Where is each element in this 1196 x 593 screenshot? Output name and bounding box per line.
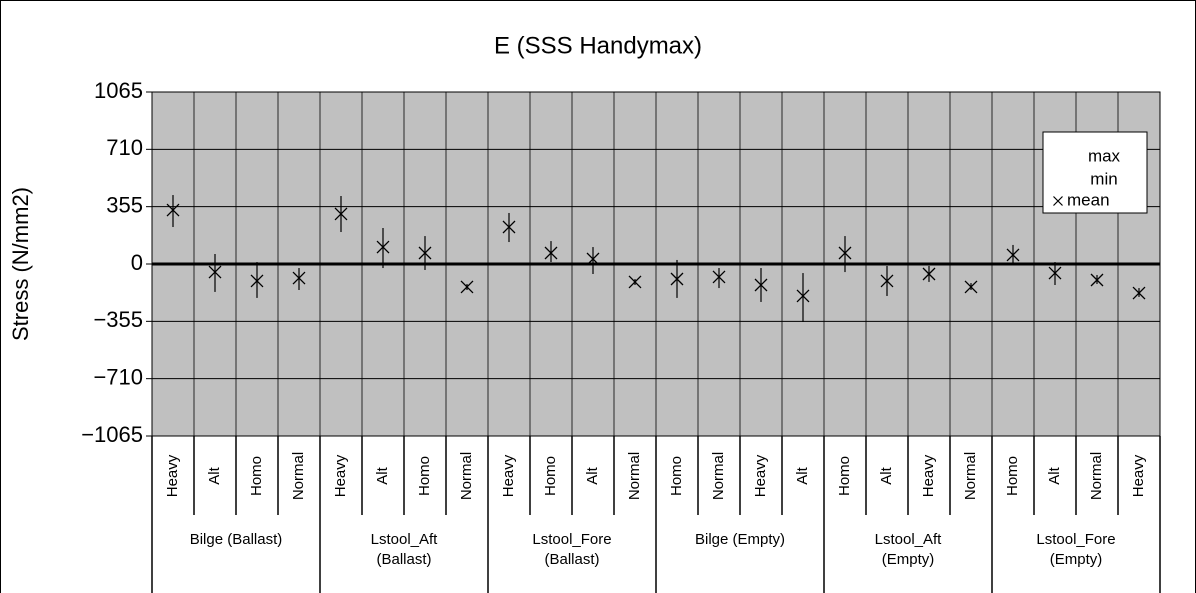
group-label: Lstool_Aft (Ballast)	[370, 531, 438, 568]
mean-marker	[586, 252, 600, 266]
mean-marker	[460, 280, 474, 294]
mean-marker	[964, 280, 978, 294]
x-tick-label: Normal	[458, 452, 475, 500]
x-tick-label: Alt	[1046, 466, 1063, 484]
mean-marker	[796, 289, 810, 303]
mean-marker	[754, 278, 768, 292]
x-tick-label: Alt	[206, 466, 223, 484]
mean-marker	[922, 267, 936, 281]
mean-marker	[418, 246, 432, 260]
group-label: Bilge (Empty)	[694, 531, 786, 548]
x-tick-label: Alt	[374, 466, 391, 484]
mean-marker	[712, 270, 726, 284]
group-label: Bilge (Ballast)	[189, 531, 283, 548]
x-tick-label: Normal	[710, 452, 727, 500]
mean-marker	[166, 203, 180, 217]
legend-label: max	[1088, 146, 1121, 165]
x-tick-label: Alt	[584, 466, 601, 484]
mean-marker	[292, 271, 306, 285]
x-tick-label: Heavy	[500, 454, 517, 497]
x-tick-label: Heavy	[920, 454, 937, 497]
mean-marker	[334, 207, 348, 221]
y-axis-label: Stress (N/mm2)	[8, 187, 33, 341]
x-tick-label: Heavy	[752, 454, 769, 497]
chart-title: E (SSS Handymax)	[494, 32, 702, 59]
x-tick-label: Homo	[248, 456, 265, 496]
mean-marker	[376, 240, 390, 254]
mean-marker	[1006, 248, 1020, 262]
mean-marker	[880, 274, 894, 288]
mean-marker	[1132, 286, 1146, 300]
mean-marker	[670, 272, 684, 286]
x-tick-label: Normal	[1088, 452, 1105, 500]
x-tick-label: Normal	[962, 452, 979, 500]
x-tick-label: Normal	[626, 452, 643, 500]
group-label: Lstool_Fore (Empty)	[1036, 531, 1116, 568]
x-tick-label: Alt	[878, 466, 895, 484]
x-tick-label: Heavy	[332, 454, 349, 497]
y-tick-label: −355	[93, 307, 143, 332]
mean-marker	[208, 265, 222, 279]
x-tick-label: Normal	[290, 452, 307, 500]
x-tick-label: Homo	[668, 456, 685, 496]
mean-marker	[502, 220, 516, 234]
y-tick-label: −1065	[81, 422, 143, 447]
group-label: Lstool_Fore (Ballast)	[532, 531, 612, 568]
mean-marker	[250, 274, 264, 288]
x-tick-label: Homo	[1004, 456, 1021, 496]
x-tick-label: Homo	[836, 456, 853, 496]
legend-label: min	[1090, 169, 1117, 188]
group-label: Lstool_Aft (Empty)	[874, 531, 942, 568]
y-tick-label: 1065	[94, 78, 143, 103]
y-tick-label: 0	[131, 250, 143, 275]
x-tick-label: Alt	[794, 466, 811, 484]
x-tick-label: Homo	[416, 456, 433, 496]
mean-marker	[1048, 266, 1062, 280]
x-tick-label: Heavy	[1130, 454, 1147, 497]
mean-marker	[544, 246, 558, 260]
x-tick-label: Heavy	[164, 454, 181, 497]
y-tick-label: 710	[106, 135, 143, 160]
legend-label: mean	[1067, 190, 1110, 209]
y-tick-label: 355	[106, 192, 143, 217]
legend-marker	[1053, 196, 1063, 206]
mean-marker	[838, 246, 852, 260]
mean-marker	[1090, 273, 1104, 287]
mean-marker	[628, 275, 642, 289]
x-tick-label: Homo	[542, 456, 559, 496]
y-tick-label: −710	[93, 364, 143, 389]
